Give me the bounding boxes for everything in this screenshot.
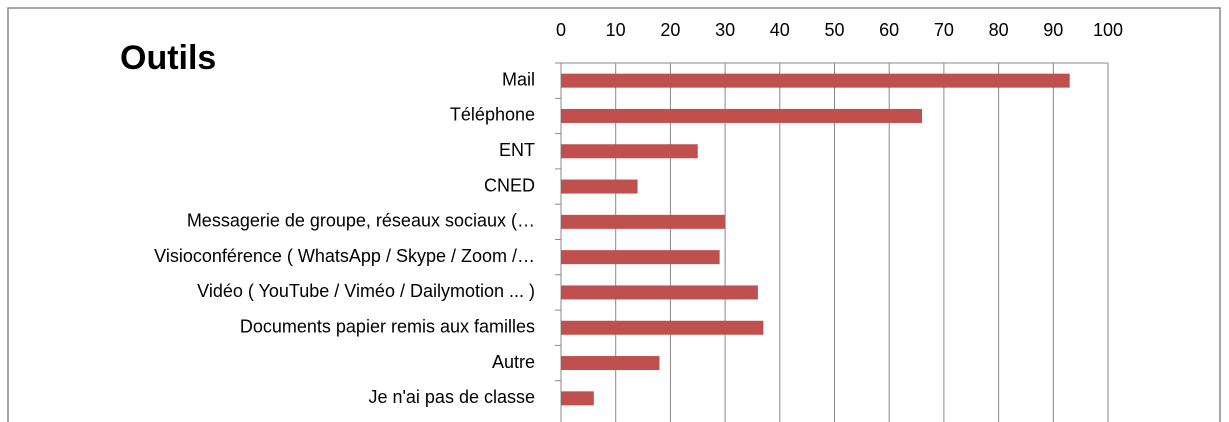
bar (561, 356, 660, 371)
x-tick-label: 60 (879, 20, 899, 40)
y-tick-label: CNED (484, 175, 535, 195)
y-tick-label: Messagerie de groupe, réseaux sociaux (… (187, 211, 535, 231)
y-tick-label: Autre (492, 352, 535, 372)
bar (561, 391, 594, 406)
x-tick-label: 20 (660, 20, 680, 40)
y-tick-label: Je n'ai pas de classe (368, 387, 535, 407)
x-tick-label: 0 (556, 20, 566, 40)
x-tick-label: 70 (934, 20, 954, 40)
bar (561, 320, 764, 335)
bar (561, 250, 720, 265)
y-tick-label: Téléphone (450, 105, 535, 125)
x-tick-label: 80 (989, 20, 1009, 40)
x-tick-label: 10 (606, 20, 626, 40)
chart-frame (7, 7, 1221, 422)
x-tick-label: 40 (770, 20, 790, 40)
x-tick-label: 30 (715, 20, 735, 40)
bar (561, 179, 638, 194)
bar (561, 108, 923, 123)
bar (561, 285, 758, 300)
bar (561, 144, 698, 159)
y-tick-label: Visioconférence ( WhatsApp / Skype / Zoo… (154, 246, 535, 266)
x-tick-label: 50 (824, 20, 844, 40)
y-tick-label: Documents papier remis aux familles (240, 317, 535, 337)
y-tick-label: Mail (502, 69, 535, 89)
bar (561, 73, 1070, 88)
chart-title: Outils (120, 39, 216, 77)
y-tick-label: Vidéo ( YouTube / Viméo / Dailymotion ..… (197, 281, 535, 301)
y-tick-label: ENT (499, 140, 535, 160)
x-tick-label: 90 (1043, 20, 1063, 40)
bar (561, 214, 726, 229)
x-tick-label: 100 (1093, 20, 1123, 40)
